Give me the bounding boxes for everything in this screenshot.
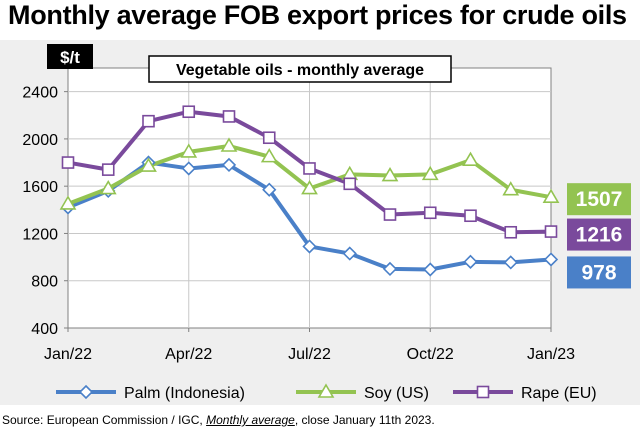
data-point-palm — [342, 246, 357, 261]
unit-label-box — [47, 44, 93, 69]
data-point-rape — [343, 177, 357, 191]
data-point-soy — [542, 188, 560, 203]
end-label-box-soy — [567, 183, 631, 216]
source-prefix: Source: European Commission / IGC, — [2, 413, 207, 427]
source-note: Source: European Commission / IGC, Month… — [2, 413, 435, 427]
data-point-soy — [462, 151, 479, 166]
data-point-soy — [421, 165, 439, 181]
x-tick-label: Jan/22 — [44, 346, 92, 363]
chart-title-box — [148, 55, 452, 83]
data-point-soy — [220, 137, 238, 152]
data-point-rape — [303, 162, 316, 175]
y-tick-label: 800 — [31, 274, 58, 291]
data-point-rape — [504, 225, 518, 239]
data-point-soy — [99, 179, 117, 195]
unit-label: $/t — [60, 48, 80, 67]
y-tick-label: 1600 — [22, 179, 58, 196]
data-point-soy — [301, 179, 318, 195]
data-point-palm — [503, 255, 518, 270]
data-point-rape — [464, 209, 477, 223]
data-point-palm — [543, 252, 559, 267]
data-point-rape — [423, 206, 437, 220]
data-point-soy — [59, 195, 77, 210]
end-label-rape: 1216 — [576, 224, 623, 247]
source-suffix: , close January 11th 2023. — [294, 413, 435, 427]
legend-marker-rape — [476, 385, 490, 399]
data-point-rape — [142, 114, 155, 128]
source-emphasis: Monthly average — [206, 413, 295, 427]
legend-label-soy: Soy (US) — [364, 385, 429, 402]
data-point-soy — [381, 166, 399, 182]
y-tick-label: 1200 — [22, 226, 58, 243]
data-point-soy — [502, 181, 520, 196]
end-label-box-rape — [567, 218, 631, 251]
data-point-palm — [181, 161, 196, 176]
chart-title: Vegetable oils - monthly average — [176, 62, 424, 79]
end-label-palm: 978 — [581, 261, 616, 284]
y-tick-label: 2000 — [22, 132, 58, 149]
data-point-soy — [260, 148, 278, 163]
data-point-rape — [544, 225, 558, 238]
data-point-palm — [423, 262, 438, 277]
data-point-rape — [383, 208, 397, 221]
legend-label-palm: Palm (Indonesia) — [124, 385, 245, 402]
data-point-palm — [262, 182, 277, 197]
y-tick-label: 400 — [31, 321, 58, 338]
data-point-rape — [61, 156, 75, 169]
data-point-rape — [182, 105, 196, 119]
end-label-soy: 1507 — [576, 188, 623, 211]
data-point-palm — [221, 157, 237, 173]
data-point-rape — [101, 163, 115, 176]
x-tick-label: Jul/22 — [288, 346, 331, 363]
legend-label-rape: Rape (EU) — [521, 385, 597, 402]
end-label-box-palm — [567, 256, 631, 289]
legend-marker-soy — [317, 383, 335, 398]
y-tick-label: 2400 — [22, 85, 58, 102]
data-point-palm — [302, 239, 317, 254]
data-point-rape — [222, 110, 236, 123]
data-point-soy — [140, 157, 157, 172]
legend-marker-palm — [78, 384, 94, 400]
data-point-rape — [262, 131, 276, 145]
data-point-palm — [382, 261, 398, 277]
page-title: Monthly average FOB export prices for cr… — [8, 0, 627, 30]
data-point-palm — [463, 254, 478, 269]
x-tick-label: Oct/22 — [407, 346, 454, 363]
data-point-soy — [180, 143, 198, 158]
x-tick-label: Apr/22 — [165, 346, 212, 363]
x-tick-label: Jan/23 — [527, 346, 575, 363]
